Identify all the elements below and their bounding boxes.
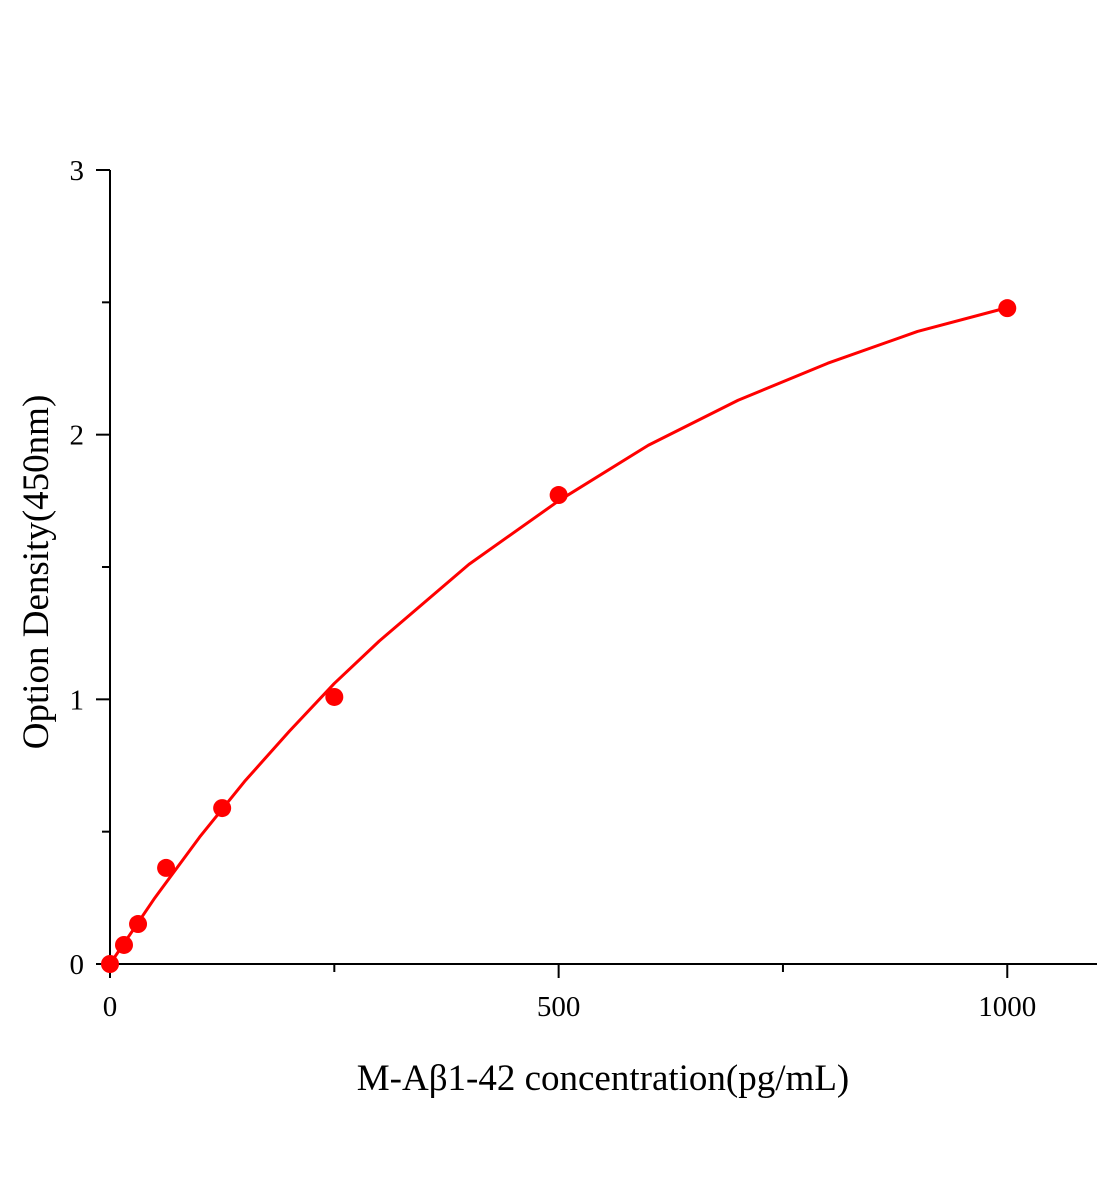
data-point xyxy=(325,687,344,706)
data-point xyxy=(114,935,133,954)
fit-curve xyxy=(108,306,1008,965)
x-tick-label: 500 xyxy=(537,991,581,1023)
y-axis-title: Option Density(450nm) xyxy=(16,395,57,750)
x-tick-label: 1000 xyxy=(978,991,1036,1023)
y-tick-label: 2 xyxy=(70,420,85,452)
data-point xyxy=(549,486,568,505)
data-point xyxy=(129,915,148,934)
x-axis-title: M-Aβ1-42 concentration(pg/mL) xyxy=(357,1058,850,1099)
x-tick-label: 0 xyxy=(103,991,118,1023)
y-tick-label: 0 xyxy=(70,949,85,981)
data-point xyxy=(157,858,176,877)
data-point xyxy=(101,955,119,973)
data-point xyxy=(213,799,232,818)
data-point xyxy=(998,299,1017,318)
y-tick-label: 3 xyxy=(70,155,85,187)
y-tick-label: 1 xyxy=(70,684,85,716)
